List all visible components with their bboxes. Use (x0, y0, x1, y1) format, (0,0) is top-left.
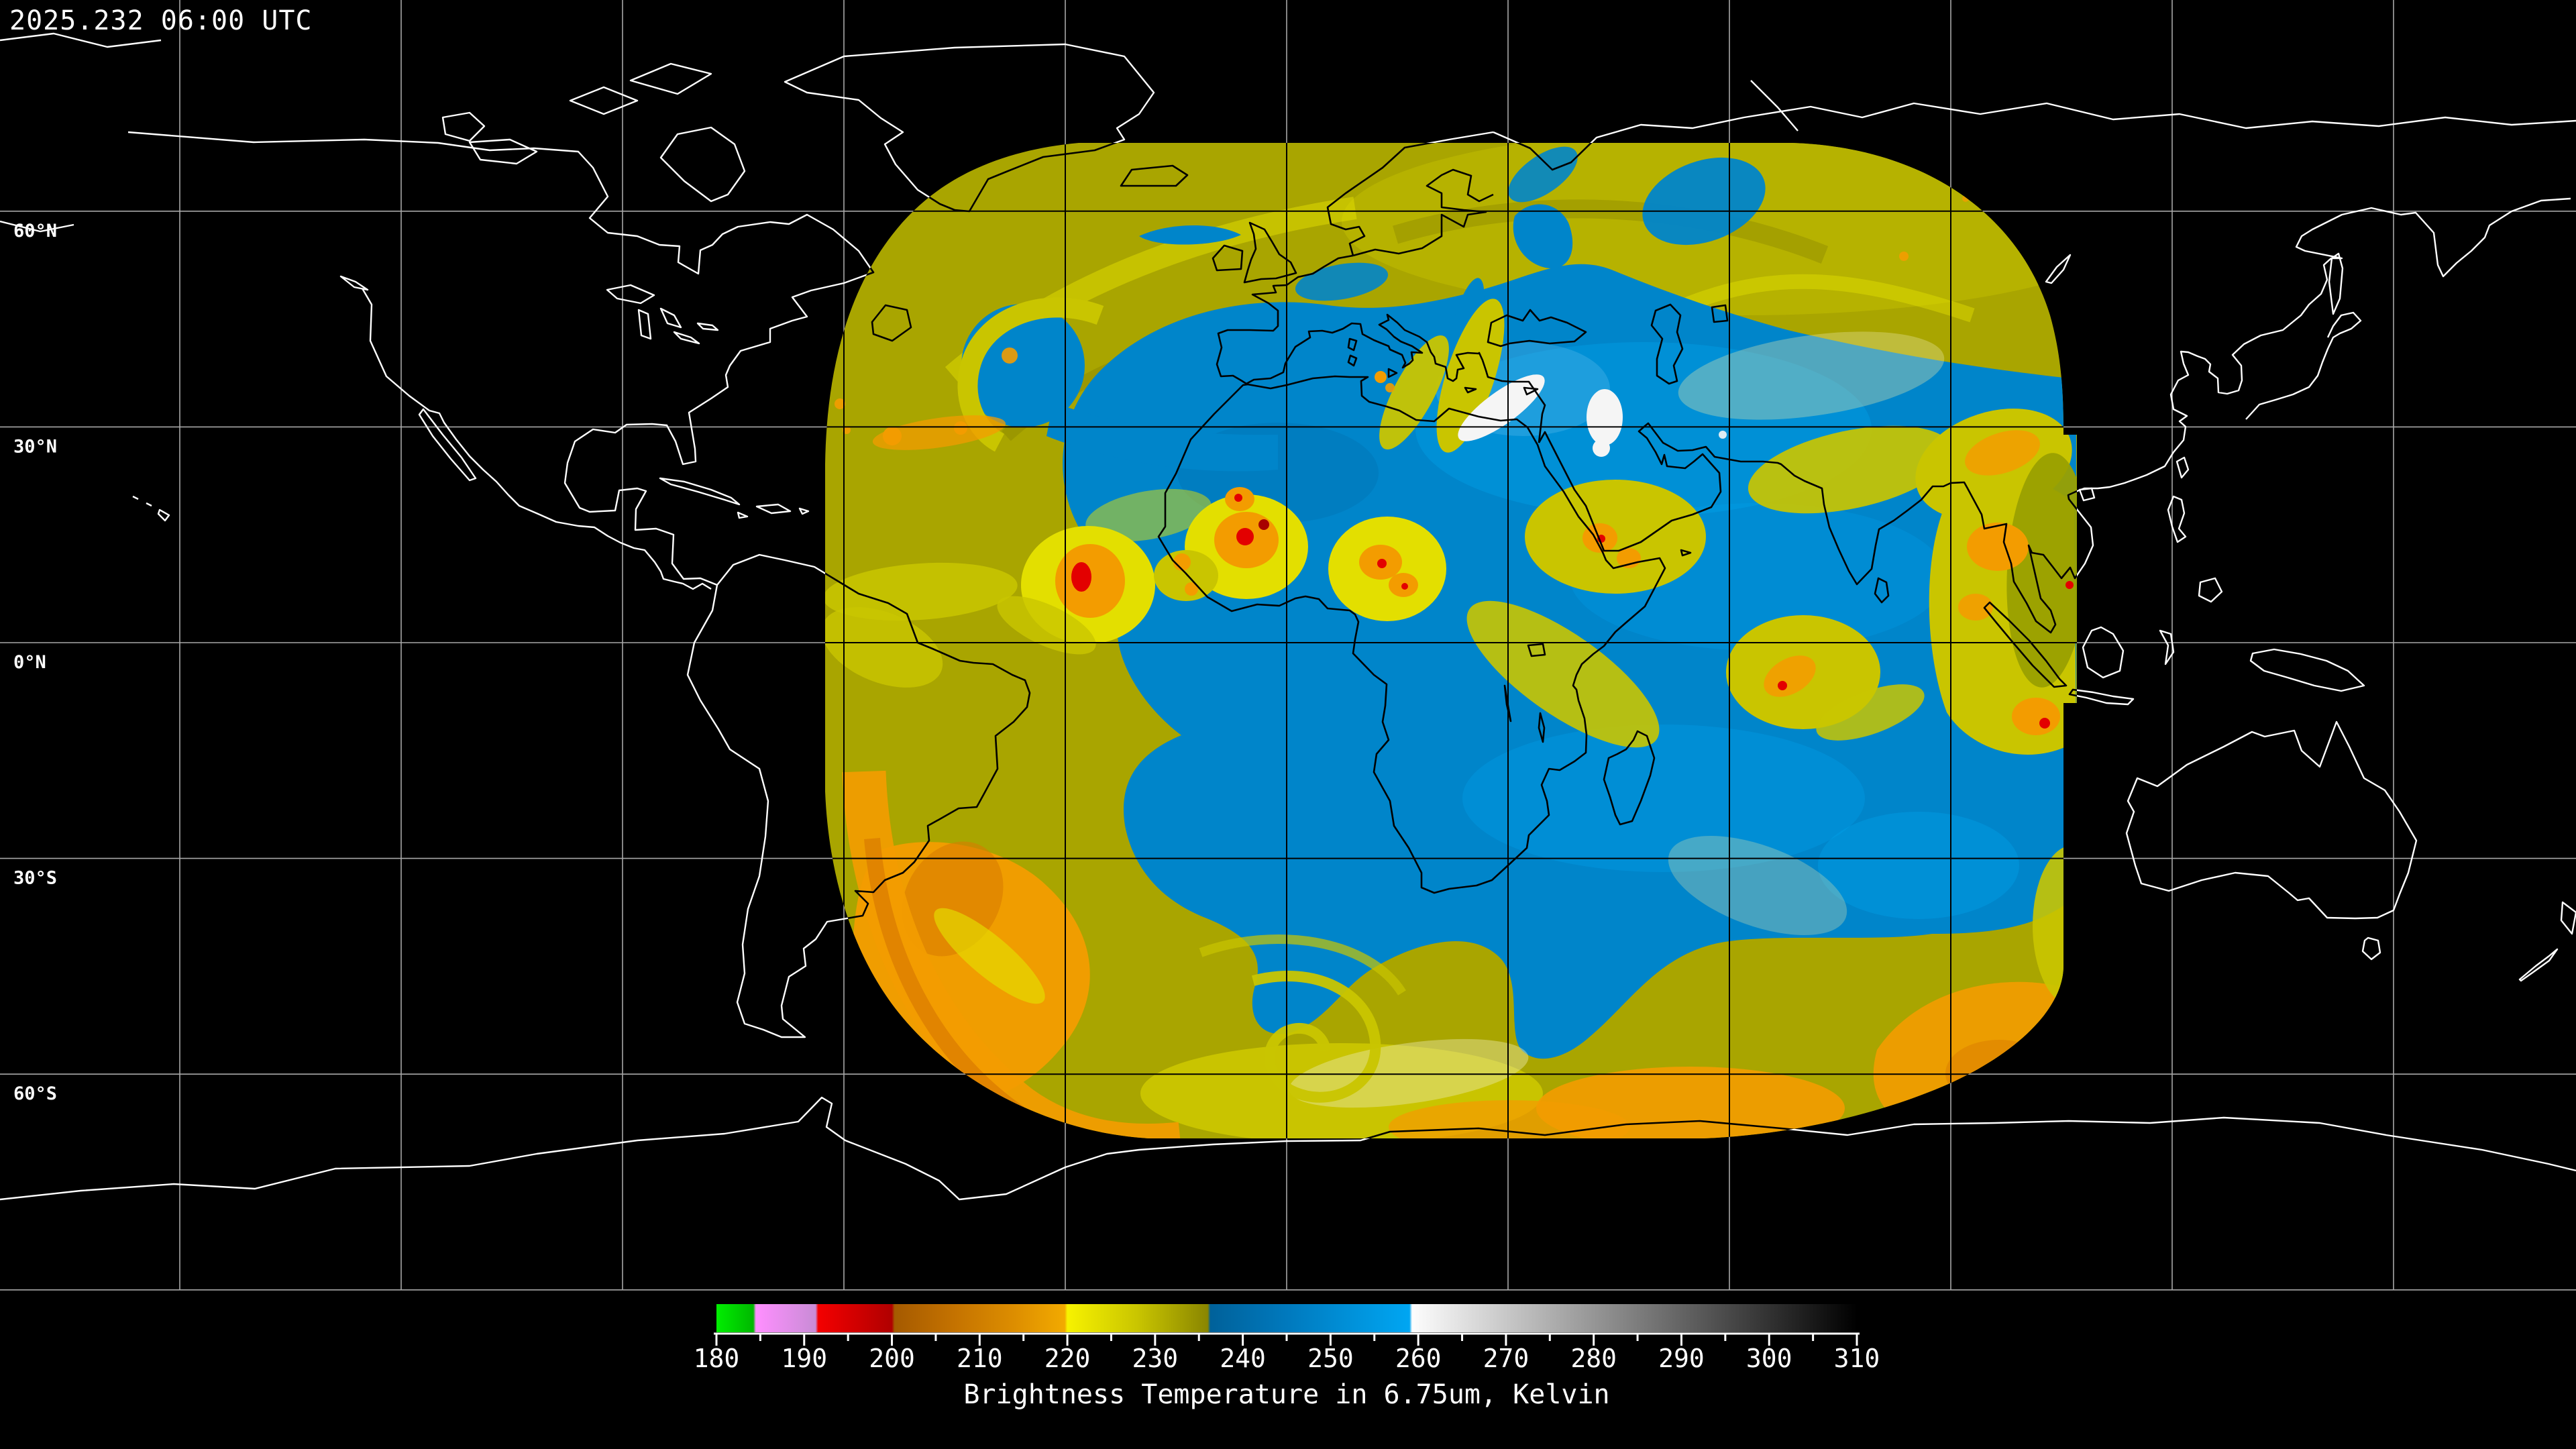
dry-sliver-northsea (1295, 262, 1389, 301)
cloud-streak (1674, 274, 1975, 323)
convective-speck (883, 427, 902, 445)
latitude-label: 60°N (13, 221, 57, 241)
colorbar-tick-label: 310 (1834, 1344, 1880, 1373)
colorbar-tick-label: 180 (694, 1344, 740, 1373)
colorbar: 180 190 200 210 220 230 240 250 260 270 280 290 300 3… (694, 1304, 1880, 1410)
convective-speck (1899, 252, 1909, 261)
moist-band-uk (1436, 299, 1505, 453)
satellite-data-swath (825, 143, 2077, 1138)
colorbar-tick-label: 190 (781, 1344, 827, 1373)
warm-spot-tail (1593, 439, 1610, 457)
timestamp-label: 2025.232 06:00 UTC (9, 5, 312, 36)
itcz-storm-cluster-west-atlantic (997, 526, 1155, 655)
storm-band (934, 908, 1045, 1004)
colorbar-tick-labels: 180 190 200 210 220 230 240 250 260 270 280 290 300 3… (694, 1344, 1880, 1373)
convective-speck (1375, 371, 1387, 383)
itcz-storm-cluster-arabian-sea (1764, 655, 1816, 697)
warm-spot-small (1719, 431, 1727, 439)
southern-cold-band (1389, 1100, 1630, 1138)
dry-core (1818, 812, 2019, 919)
convective-speck (1002, 347, 1018, 364)
moist-band-indochina (2006, 453, 2077, 688)
moist-wisp (825, 562, 1018, 621)
latitude-label: 30°S (13, 868, 57, 889)
dry-sliver-baltic (1513, 204, 1573, 269)
moist-wisp (1816, 684, 1925, 741)
warm-spot-anatolia (1458, 374, 1545, 441)
colorbar-tick-label: 270 (1483, 1344, 1529, 1373)
latitude-label: 60°S (13, 1083, 57, 1104)
convective-core (1965, 430, 2040, 476)
dry-sliver (1642, 157, 1766, 246)
moist-tongue (1466, 600, 1660, 748)
itcz-storm-cluster-guinea-coast (1154, 550, 1218, 601)
moist-band-zagros (1748, 425, 1953, 514)
colorbar-title: Brightness Temperature in 6.75um, Kelvin (963, 1379, 1609, 1410)
convective-speck (1385, 383, 1395, 392)
itcz-storm-cluster-nigeria (1328, 517, 1446, 621)
colorbar-gradient-bar (716, 1304, 1857, 1332)
latitude-label: 30°N (13, 436, 57, 457)
colorbar-ticks (715, 1334, 1858, 1346)
colorbar-tick-label: 300 (1746, 1344, 1792, 1373)
colorbar-tick-label: 290 (1658, 1344, 1705, 1373)
convective-speck (954, 421, 967, 435)
moist-wisp (1085, 488, 1212, 542)
colorbar-tick-label: 210 (957, 1344, 1003, 1373)
limb-cold-band-core (864, 837, 1024, 1120)
warm-spot-mesopotamia (1587, 389, 1623, 445)
itcz-storm-cluster-bengal (1958, 523, 2074, 735)
moist-fringe (1678, 331, 1945, 420)
dry-sliver (1139, 225, 1241, 245)
colorbar-tick-label: 250 (1307, 1344, 1354, 1373)
dry-core (1462, 724, 1865, 872)
colorbar-tick-label: 200 (869, 1344, 915, 1373)
dry-sliver (1508, 146, 1578, 203)
colorbar-tick-label: 230 (1132, 1344, 1179, 1373)
frontal-band (872, 415, 1006, 450)
colorbar-tick-label: 280 (1570, 1344, 1617, 1373)
convective-speck (835, 398, 845, 409)
colorbar-tick-label: 260 (1395, 1344, 1442, 1373)
colorbar-tick-label: 240 (1220, 1344, 1266, 1373)
latitude-label: 0°N (13, 652, 46, 673)
cyclone-dry-channel (1046, 402, 1278, 472)
storm-track-band (1668, 836, 1847, 935)
latitude-labels: 60°N 30°N 0°N 30°S 60°S (13, 221, 57, 1104)
colorbar-tick-label: 220 (1044, 1344, 1091, 1373)
moist-band-italy (1379, 335, 1449, 450)
